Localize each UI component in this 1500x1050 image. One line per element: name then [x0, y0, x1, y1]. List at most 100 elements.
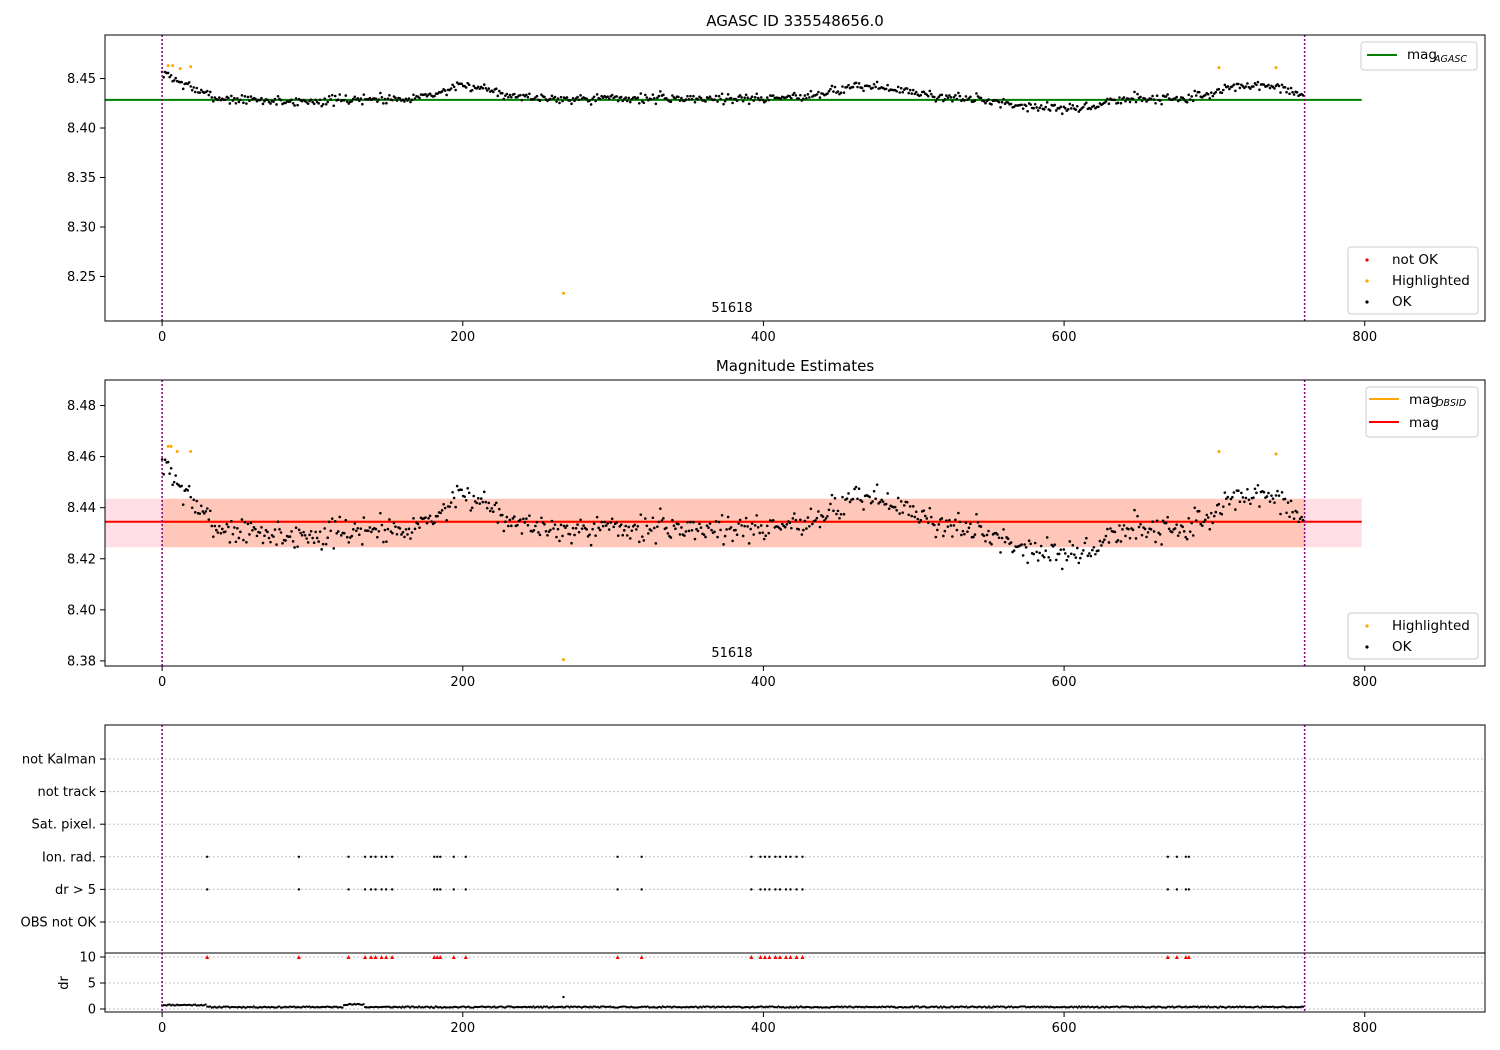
- data-point-ok: [857, 487, 861, 490]
- data-point-ok: [619, 523, 623, 526]
- y-tick-label: 8.38: [67, 654, 96, 669]
- data-point-ok: [362, 93, 366, 96]
- data-point-ok: [276, 520, 280, 523]
- data-point-ok: [260, 526, 263, 529]
- data-point-ok: [561, 534, 564, 538]
- data-point-ok: [1038, 106, 1041, 110]
- data-point-ok: [616, 534, 620, 537]
- dr-clipped-marker: [451, 955, 456, 959]
- data-point-ok: [913, 515, 917, 519]
- data-point-ok: [335, 531, 339, 535]
- data-point-ok: [665, 96, 668, 100]
- data-point-ok: [1002, 97, 1005, 101]
- data-point-ok: [243, 520, 247, 524]
- data-point-ok: [1160, 543, 1163, 546]
- data-point-ok: [1069, 552, 1073, 556]
- data-point-ok: [1194, 519, 1198, 522]
- data-point-ok: [1178, 98, 1181, 102]
- data-point-ok: [520, 98, 524, 102]
- data-point-ok: [922, 90, 926, 94]
- data-point-ok: [303, 533, 307, 537]
- data-point-ok: [284, 539, 287, 542]
- data-point-ok: [747, 542, 751, 545]
- data-point-ok: [1073, 553, 1076, 556]
- data-point-ok: [744, 93, 748, 97]
- data-point-ok: [169, 73, 173, 77]
- data-point-ok: [380, 95, 384, 99]
- data-point-ok: [472, 84, 476, 88]
- data-point-ok: [988, 541, 992, 544]
- dr-clipped-marker: [1165, 955, 1170, 959]
- data-point-ok: [1106, 527, 1109, 531]
- data-point-ok: [490, 507, 494, 510]
- data-point-ok: [385, 540, 388, 543]
- dr-point: [409, 1006, 412, 1009]
- data-point-ok: [254, 97, 257, 101]
- data-point-ok: [359, 97, 363, 100]
- data-point-ok: [1033, 102, 1037, 106]
- data-point-ok: [1151, 520, 1154, 523]
- data-point-ok: [508, 93, 512, 97]
- data-point-ok: [504, 94, 507, 97]
- data-point-ok: [821, 515, 825, 518]
- data-point-ok: [618, 525, 622, 528]
- data-point-ok: [842, 512, 846, 516]
- data-point-ok: [1133, 90, 1136, 94]
- data-point-ok: [395, 99, 399, 102]
- flag-point: [759, 888, 762, 891]
- data-point-ok: [714, 520, 718, 523]
- data-point-ok: [743, 524, 746, 528]
- data-point-ok: [747, 102, 751, 106]
- data-point-ok: [535, 94, 539, 98]
- data-point-ok: [633, 523, 637, 527]
- data-point-ok: [245, 102, 248, 105]
- flag-point: [750, 855, 753, 858]
- data-point-ok: [651, 516, 655, 520]
- data-point-ok: [1116, 539, 1120, 542]
- data-point-ok: [245, 540, 248, 544]
- data-point-ok: [240, 94, 244, 97]
- data-point-ok: [478, 502, 482, 505]
- dr-point: [493, 1005, 496, 1008]
- legend-label: not OK: [1392, 252, 1439, 268]
- data-point-ok: [279, 531, 283, 534]
- data-point-ok: [218, 524, 221, 528]
- data-point-ok: [884, 87, 888, 91]
- data-point-ok: [386, 527, 390, 531]
- dr-point: [341, 1006, 344, 1009]
- data-point-ok: [762, 537, 766, 541]
- data-point-ok: [309, 529, 313, 533]
- data-point-ok: [741, 534, 745, 538]
- data-point-ok: [586, 535, 590, 538]
- dr-clipped-marker: [1186, 955, 1191, 959]
- data-point-ok: [683, 534, 686, 537]
- data-point-ok: [937, 95, 941, 99]
- data-point-ok: [332, 547, 336, 550]
- data-point-ok: [1258, 505, 1261, 508]
- data-point-ok: [1026, 109, 1029, 113]
- data-point-ok: [1247, 498, 1251, 502]
- annotation-label: 51618: [711, 301, 752, 316]
- data-point-ok: [1100, 544, 1103, 547]
- data-point-ok: [731, 101, 734, 105]
- data-point-ok: [624, 96, 628, 99]
- data-point-ok: [651, 93, 655, 96]
- data-point-ok: [248, 99, 251, 103]
- data-point-ok: [476, 85, 480, 89]
- data-point-ok: [386, 97, 390, 101]
- data-point-ok: [361, 543, 364, 546]
- data-point-ok: [637, 101, 641, 105]
- data-point-ok: [979, 525, 983, 528]
- data-point-ok: [362, 516, 366, 519]
- data-point-ok: [958, 94, 962, 98]
- data-point-ok: [576, 523, 579, 526]
- data-point-ok: [949, 524, 953, 527]
- dr-point: [912, 1006, 915, 1009]
- data-point-ok: [1164, 521, 1168, 525]
- data-point-ok: [467, 83, 471, 87]
- data-point-ok: [1048, 558, 1052, 562]
- dr-point: [508, 1005, 511, 1008]
- data-point-ok: [449, 501, 453, 504]
- data-point-ok: [752, 533, 755, 536]
- data-point-ok: [293, 104, 296, 107]
